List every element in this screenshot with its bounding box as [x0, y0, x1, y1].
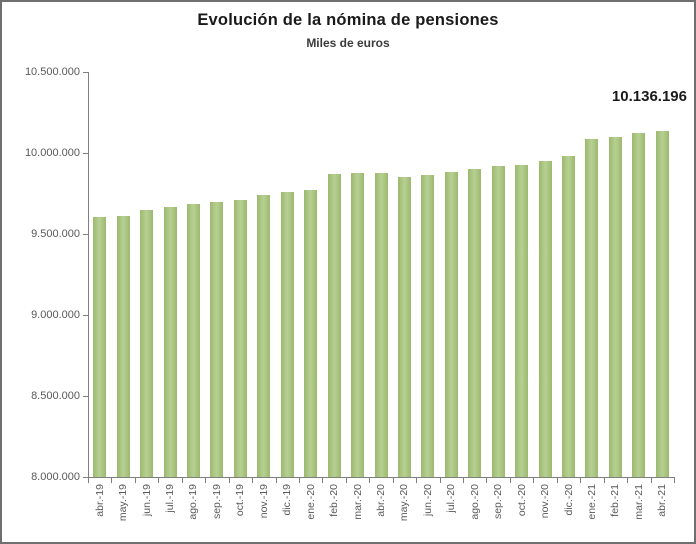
x-axis-tick [674, 478, 675, 483]
y-axis-tick [83, 153, 88, 154]
y-axis-tick [83, 234, 88, 235]
x-axis-line [88, 477, 675, 478]
x-axis-tick-label: dic.-20 [562, 484, 575, 516]
x-axis-tick [533, 478, 534, 483]
x-axis-tick-label: mar.-21 [632, 484, 645, 520]
bar-jun.-20 [421, 175, 435, 477]
x-axis-tick-label: sep.-20 [492, 484, 505, 520]
bar-ene.-20 [304, 190, 318, 477]
bar-jul.-19 [163, 206, 177, 477]
last-bar-value-label: 10.136.196 [611, 88, 687, 105]
x-axis-tick [510, 478, 511, 483]
x-axis-tick-label: nov.-19 [257, 484, 270, 519]
x-axis-tick-label: ago.-20 [468, 484, 481, 520]
x-axis-tick [322, 478, 323, 483]
x-axis-tick-label: oct.-19 [234, 484, 247, 517]
x-axis-tick [346, 478, 347, 483]
y-axis-tick-label: 9.000.000 [31, 309, 80, 321]
x-axis-tick-label: ene.-21 [585, 484, 598, 520]
x-axis-tick [627, 478, 628, 483]
bar-feb.-21 [608, 136, 622, 477]
chart-subtitle: Miles de euros [306, 36, 390, 50]
x-axis-tick [486, 478, 487, 483]
x-axis-tick [205, 478, 206, 483]
bar-dic.-20 [562, 155, 576, 477]
x-axis-tick [88, 478, 89, 483]
x-axis-tick-label: feb.-21 [609, 484, 622, 517]
bar-jun.-19 [140, 210, 154, 477]
x-axis-tick-label: abr.-20 [375, 484, 387, 517]
bar-nov.-20 [538, 160, 552, 477]
x-axis-tick [463, 478, 464, 483]
bar-dic.-19 [280, 191, 294, 477]
x-axis-tick [416, 478, 417, 483]
y-axis-tick [83, 72, 88, 73]
x-axis-tick [229, 478, 230, 483]
y-axis-tick-label: 8.000.000 [31, 471, 80, 483]
x-axis-tick-label: ene.-20 [304, 484, 317, 520]
x-axis-tick-label: jun.-19 [140, 484, 153, 517]
x-axis-tick-label: ago.-19 [187, 484, 200, 520]
bar-sep.-19 [210, 202, 224, 477]
y-axis-line [88, 72, 89, 478]
bar-oct.-20 [515, 164, 529, 477]
y-axis-tick-label: 9.500.000 [31, 228, 80, 240]
y-axis-tick-label: 10.500.000 [24, 66, 80, 78]
x-axis-tick-label: sep.-19 [210, 484, 223, 520]
bar-mar.-20 [351, 173, 365, 477]
x-axis-tick [276, 478, 277, 483]
x-axis-tick-label: abr.-21 [656, 484, 669, 517]
x-axis-tick-label: jul.-20 [445, 484, 458, 513]
bar-oct.-19 [233, 199, 247, 477]
x-axis-tick-label: jun.-20 [421, 484, 434, 517]
x-axis-tick-label: dic.-19 [281, 484, 294, 516]
x-axis-tick [252, 478, 253, 483]
x-axis-tick [651, 478, 652, 483]
x-axis-tick [557, 478, 558, 483]
bar-mar.-21 [632, 133, 646, 477]
bar-nov.-19 [257, 195, 271, 477]
bar-may.-20 [397, 177, 411, 477]
bar-abr.-21 [655, 130, 669, 477]
x-axis-tick [393, 478, 394, 483]
bar-ago.-19 [186, 204, 200, 477]
bar-abr.-19 [93, 217, 107, 477]
x-axis-tick [182, 478, 183, 483]
x-axis-tick-label: abr.-19 [93, 484, 106, 517]
x-axis-tick [111, 478, 112, 483]
bar-abr.-20 [374, 172, 388, 477]
bar-may.-19 [116, 215, 130, 477]
chart-title: Evolución de la nómina de pensiones [197, 11, 499, 29]
x-axis-tick [135, 478, 136, 483]
y-axis-tick [83, 315, 88, 316]
y-axis-tick [83, 477, 88, 478]
x-axis-tick [299, 478, 300, 483]
x-axis-tick-label: jul.-19 [164, 484, 177, 513]
bar-ene.-21 [585, 138, 599, 477]
x-axis-tick-label: may.-19 [117, 484, 130, 522]
x-axis-tick-label: feb.-20 [328, 484, 341, 517]
y-axis-tick [83, 396, 88, 397]
x-axis-tick-label: may.-20 [398, 484, 411, 522]
y-axis-tick-label: 10.000.000 [24, 147, 80, 159]
x-axis-tick [158, 478, 159, 483]
bar-sep.-20 [491, 166, 505, 477]
x-axis-tick [369, 478, 370, 483]
bar-jul.-20 [444, 172, 458, 477]
bar-feb.-20 [327, 173, 341, 477]
x-axis-tick [440, 478, 441, 483]
plot-area [88, 72, 674, 477]
x-axis-tick [580, 478, 581, 483]
y-axis-tick-label: 8.500.000 [31, 390, 80, 402]
x-axis-tick-label: nov.-20 [539, 484, 552, 519]
x-axis-tick-label: oct.-20 [515, 484, 528, 517]
x-axis-tick [604, 478, 605, 483]
bar-ago.-20 [468, 169, 482, 477]
x-axis-tick-label: mar.-20 [351, 484, 364, 520]
